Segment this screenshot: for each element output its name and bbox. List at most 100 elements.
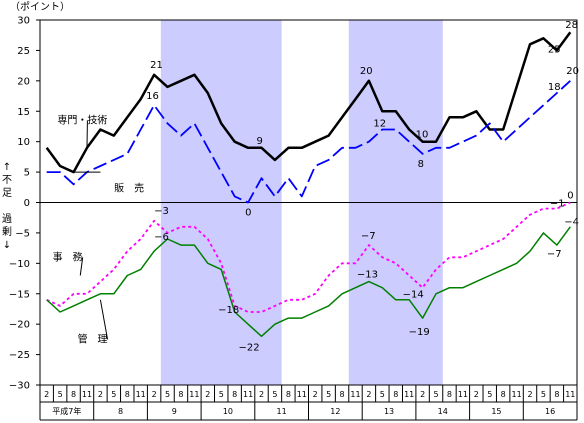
x-year-label: 8 <box>118 407 123 416</box>
x-quarter-label: 8 <box>501 390 506 399</box>
x-quarter-label: 2 <box>420 390 425 399</box>
data-label: −4 <box>564 217 579 228</box>
x-year-label: 15 <box>491 407 501 416</box>
data-label: −22 <box>239 342 260 353</box>
x-year-label: 16 <box>545 407 555 416</box>
y-tick-label: −25 <box>9 350 30 361</box>
data-label: 16 <box>146 91 159 102</box>
x-quarter-label: 11 <box>565 390 575 399</box>
x-quarter-label: 8 <box>125 390 130 399</box>
plot-frame <box>39 19 578 386</box>
series-line-2 <box>46 201 571 313</box>
data-label: 21 <box>150 60 163 71</box>
x-quarter-label: 8 <box>393 390 398 399</box>
data-label: −7 <box>361 231 376 242</box>
series-name-label: 事 務 <box>53 250 83 263</box>
data-label: −14 <box>403 290 424 301</box>
y-tick-label: −10 <box>9 259 30 270</box>
x-quarter-label: 2 <box>259 390 264 399</box>
data-label: −6 <box>154 232 169 243</box>
data-label: 20 <box>360 66 373 77</box>
y-axis: 30 25 20 15 10 5 0 −5 −10 −15 −20 −25 −30 <box>9 16 40 392</box>
y-tick-label: 25 <box>17 46 30 57</box>
x-quarter-label: 2 <box>44 390 49 399</box>
y-side-label-surplus: 剰 <box>2 226 12 238</box>
x-quarter-label: 2 <box>205 390 210 399</box>
data-label: 18 <box>548 82 561 93</box>
unit-label: （ポイント） <box>10 1 70 13</box>
data-label: 0 <box>567 191 573 202</box>
y-tick-label: 20 <box>17 76 30 87</box>
data-label: −13 <box>357 270 378 281</box>
y-tick-label: 0 <box>24 198 30 209</box>
series-name-label: 管 理 <box>78 332 108 345</box>
data-label: −1 <box>550 199 565 210</box>
y-side-label-surplus: ↓ <box>3 240 11 251</box>
y-side-label-shortage: ↑ <box>3 162 11 173</box>
x-quarter-label: 8 <box>232 390 237 399</box>
x-quarter-label: 11 <box>511 390 521 399</box>
x-quarter-label: 2 <box>366 390 371 399</box>
x-quarter-label: 8 <box>554 390 559 399</box>
x-quarter-label: 8 <box>71 390 76 399</box>
x-quarter-label: 5 <box>219 390 224 399</box>
x-year-label: 平成7年 <box>52 406 81 416</box>
y-tick-label: 15 <box>17 107 30 118</box>
data-label: 9 <box>257 136 263 147</box>
data-label: 20 <box>566 66 579 77</box>
x-quarter-label: 8 <box>447 390 452 399</box>
x-quarter-label: 8 <box>178 390 183 399</box>
y-side-label-shortage: 不 <box>2 175 12 186</box>
leader-line <box>79 257 84 276</box>
x-quarter-label: 8 <box>340 390 345 399</box>
x-year-label: 11 <box>277 407 287 416</box>
data-label: 12 <box>373 119 386 130</box>
x-year-label: 10 <box>223 407 233 416</box>
x-quarter-label: 5 <box>272 390 277 399</box>
x-quarter-label: 11 <box>458 390 468 399</box>
x-quarter-label: 2 <box>474 390 479 399</box>
x-quarter-label: 5 <box>541 390 546 399</box>
y-tick-label: 10 <box>17 137 30 148</box>
data-label: 0 <box>245 208 251 219</box>
data-label: −19 <box>409 327 430 338</box>
series-name-label: 販 売 <box>114 181 144 194</box>
x-year-label: 9 <box>172 407 177 416</box>
x-quarter-label: 5 <box>487 390 492 399</box>
series-lines <box>45 31 572 338</box>
x-year-label: 14 <box>438 407 448 416</box>
y-tick-label: 30 <box>17 16 30 27</box>
x-quarter-label: 11 <box>82 390 92 399</box>
x-quarter-label: 2 <box>152 390 157 399</box>
x-quarter-label: 8 <box>286 390 291 399</box>
x-quarter-label: 5 <box>326 390 331 399</box>
y-side-label-shortage: 足 <box>2 187 12 199</box>
x-quarter-label: 5 <box>380 390 385 399</box>
x-quarter-label: 11 <box>189 390 199 399</box>
x-axis: 2 5 8 11 2 5 8 11 2 5 8 11 2 5 8 11 2 5 8 11 2 5 8 11 2 5 8 11 2 5 8 11… <box>39 385 578 421</box>
x-quarter-label: 11 <box>136 390 146 399</box>
x-year-label: 13 <box>384 407 394 416</box>
data-label: 10 <box>416 130 429 141</box>
series-annotations: 専門・技術販 売事 務管 理 <box>53 113 144 345</box>
data-label: −18 <box>218 305 239 316</box>
x-quarter-label: 2 <box>313 390 318 399</box>
y-side-label-surplus: 過 <box>2 213 12 225</box>
x-quarter-label: 5 <box>433 390 438 399</box>
data-label: 25 <box>548 44 561 55</box>
series-line-3 <box>46 226 571 338</box>
y-tick-label: −15 <box>9 289 30 300</box>
leader-line <box>99 299 109 340</box>
x-year-label: 12 <box>330 407 340 416</box>
y-tick-label: −20 <box>9 320 30 331</box>
x-quarter-label: 5 <box>58 390 63 399</box>
data-label: −3 <box>154 206 169 217</box>
data-label: −7 <box>547 249 562 260</box>
series-line-0 <box>45 31 572 174</box>
x-quarter-label: 11 <box>297 390 307 399</box>
x-quarter-label: 5 <box>165 390 170 399</box>
x-quarter-label: 11 <box>350 390 360 399</box>
data-labels: 21 16 9 0 20 12 10 8 28 25 18 20 −3 −6 −18 −22 −7 −13 −14 −… <box>146 20 579 353</box>
x-quarter-label: 2 <box>527 390 532 399</box>
